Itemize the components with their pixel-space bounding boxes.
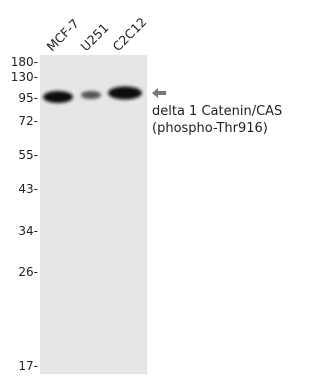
marker-label: 130- [11, 70, 38, 84]
marker-label: 34- [18, 224, 38, 238]
marker-label: 43- [18, 182, 38, 196]
lane-label: U251 [78, 20, 112, 54]
marker-label: 72- [18, 114, 38, 128]
marker-label: 180- [11, 55, 38, 69]
arrow [152, 88, 166, 98]
western-blot: 180-130- 95- 72- 55- 43- 34- 26- 17- MCF-7U251C… [0, 0, 287, 374]
lane-label: MCF-7 [44, 16, 82, 54]
band [81, 91, 101, 99]
marker-label: 55- [18, 148, 38, 162]
lane-label: C2C12 [110, 14, 150, 54]
marker-label: 17- [18, 359, 38, 373]
target-name: delta 1 Catenin/CAS [152, 104, 282, 119]
target-site: (phospho-Thr916) [152, 121, 268, 136]
marker-labels: 180-130- 95- 72- 55- 43- 34- 26- 17- [11, 55, 38, 373]
band [43, 91, 73, 103]
marker-label: 95- [18, 91, 38, 105]
marker-label: 26- [18, 265, 38, 279]
band [108, 87, 142, 100]
